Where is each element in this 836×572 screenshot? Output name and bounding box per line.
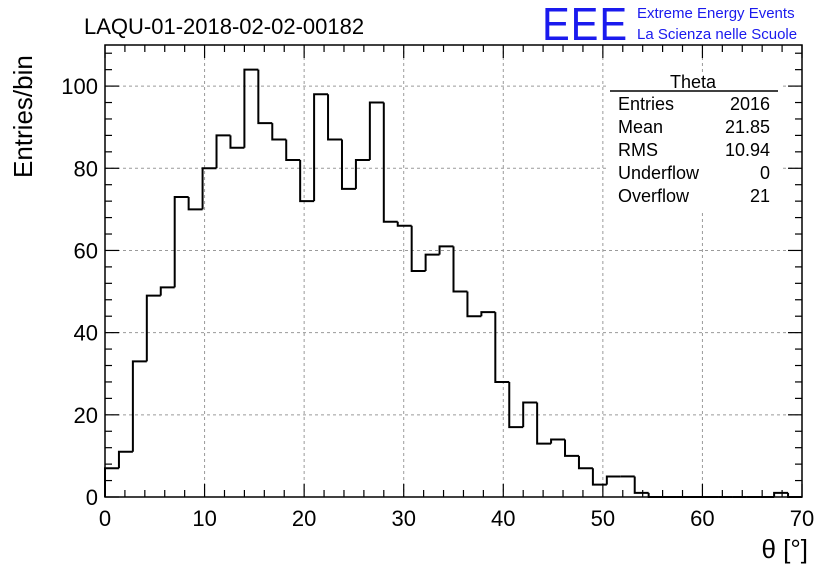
histogram-bin bbox=[773, 491, 789, 497]
histogram-bin bbox=[340, 139, 356, 190]
x-tick-label: 0 bbox=[99, 506, 111, 531]
x-tick-label: 60 bbox=[690, 506, 714, 531]
histogram-bin bbox=[508, 381, 524, 429]
histogram-bin bbox=[452, 246, 468, 293]
histogram-bin bbox=[396, 221, 412, 227]
histogram-bin bbox=[131, 360, 147, 452]
stats-mean-label: Mean bbox=[618, 117, 663, 137]
histogram-bin bbox=[424, 253, 440, 271]
histogram-bin bbox=[480, 311, 496, 317]
x-tick-label: 30 bbox=[391, 506, 415, 531]
logo-mark: EEE bbox=[542, 0, 628, 50]
histogram-bin bbox=[215, 134, 231, 169]
x-tick-label: 20 bbox=[292, 506, 316, 531]
plot-frame bbox=[104, 44, 803, 498]
histogram-bin bbox=[285, 139, 301, 162]
chart-title: LAQU-01-2018-02-02-00182 bbox=[84, 14, 364, 39]
histogram-bin bbox=[605, 475, 621, 485]
logo-line-1: Extreme Energy Events bbox=[637, 5, 795, 22]
x-axis-title: θ [°] bbox=[761, 534, 808, 564]
histogram-bins bbox=[104, 68, 802, 498]
histogram-bin bbox=[438, 245, 454, 255]
logo-line-2: La Scienza nelle Scuole bbox=[637, 26, 797, 43]
stats-rms-value: 10.94 bbox=[725, 140, 770, 160]
stats-entries-value: 2016 bbox=[730, 94, 770, 114]
x-tick-label: 10 bbox=[192, 506, 216, 531]
y-tick-label: 60 bbox=[74, 238, 98, 263]
y-axis-title: Entries/bin bbox=[8, 55, 38, 178]
y-tick-label: 20 bbox=[74, 403, 98, 428]
histogram-bin bbox=[550, 438, 566, 444]
histogram-bin bbox=[633, 476, 649, 494]
histogram-bin bbox=[201, 167, 217, 210]
histogram-bin bbox=[299, 160, 315, 203]
histogram-bin bbox=[564, 439, 579, 457]
histogram-bin bbox=[354, 159, 370, 189]
stats-box-background bbox=[608, 74, 780, 210]
histogram-bin bbox=[187, 197, 203, 211]
histogram-bin bbox=[243, 68, 259, 148]
stats-mean-value: 21.85 bbox=[725, 117, 770, 137]
histogram-bin bbox=[271, 123, 287, 141]
histogram-bin bbox=[591, 468, 607, 486]
x-tick-label: 50 bbox=[591, 506, 615, 531]
stats-rms-label: RMS bbox=[618, 140, 658, 160]
histogram-bin bbox=[382, 102, 398, 223]
histogram-bin bbox=[145, 294, 161, 362]
y-tick-label: 80 bbox=[74, 156, 98, 181]
histogram-bin bbox=[117, 450, 133, 469]
stats-underflow-value: 0 bbox=[760, 163, 770, 183]
x-tick-label: 70 bbox=[790, 506, 814, 531]
stats-box: Theta Entries 2016 Mean 21.85 RMS 10.94 … bbox=[608, 72, 780, 210]
stats-box-title: Theta bbox=[670, 72, 717, 92]
y-tick-label: 0 bbox=[86, 485, 98, 510]
stats-overflow-label: Overflow bbox=[618, 186, 690, 206]
histogram-bin bbox=[410, 225, 426, 272]
histogram-bin bbox=[313, 93, 329, 202]
histogram-bin bbox=[368, 101, 384, 161]
histogram-bin bbox=[257, 69, 273, 125]
histogram-bin bbox=[327, 94, 342, 141]
histogram-bin bbox=[173, 196, 189, 288]
eee-logo: EEE Extreme Energy Events La Scienza nel… bbox=[542, 0, 797, 50]
stats-underflow-label: Underflow bbox=[618, 163, 700, 183]
y-tick-label: 40 bbox=[74, 321, 98, 346]
histogram-bin bbox=[466, 291, 482, 318]
histogram-bin bbox=[522, 401, 538, 428]
stats-overflow-value: 21 bbox=[750, 186, 770, 206]
axes: 0 10 20 30 40 50 60 70 0 20 40 60 80 100 bbox=[61, 44, 814, 531]
histogram-bin bbox=[159, 286, 175, 296]
x-tick-label: 40 bbox=[491, 506, 515, 531]
stats-entries-label: Entries bbox=[618, 94, 674, 114]
histogram-bin bbox=[494, 312, 510, 383]
histogram-bin bbox=[536, 402, 552, 445]
histogram-bin bbox=[229, 135, 245, 149]
y-tick-label: 100 bbox=[61, 74, 98, 99]
histogram-bin bbox=[577, 455, 593, 470]
